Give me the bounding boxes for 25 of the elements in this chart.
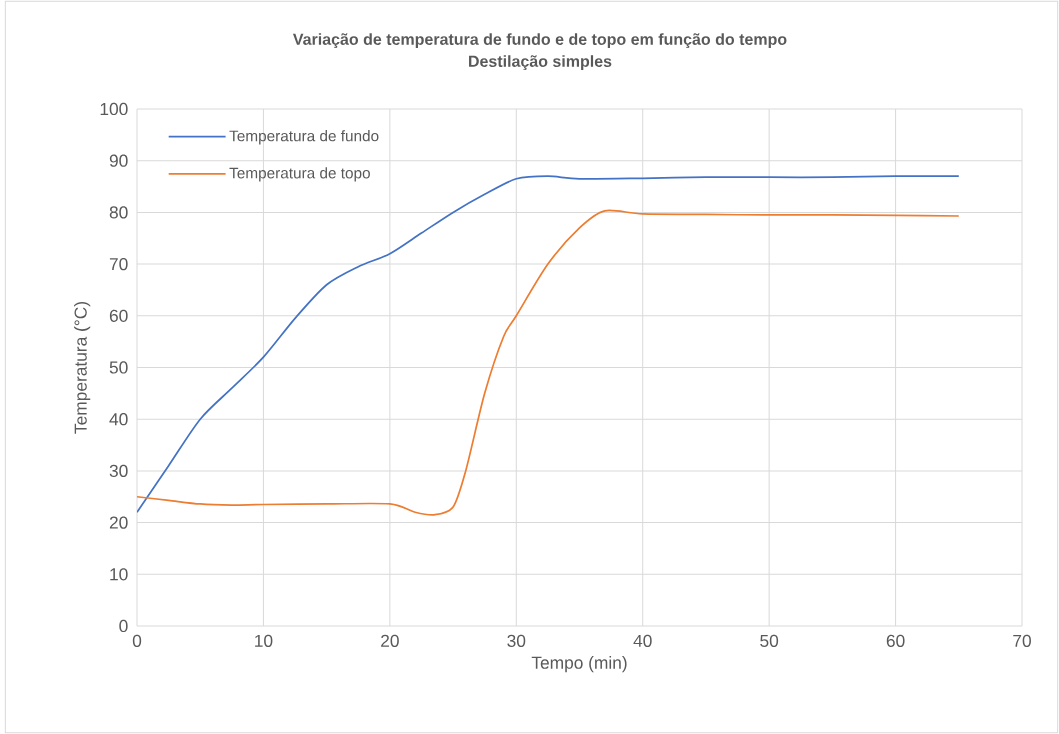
y-tick-label: 40 [109,413,128,426]
y-tick-label: 100 [100,102,128,116]
y-tick-label: 20 [109,516,128,529]
x-tick-label: 10 [255,634,273,647]
y-tick-label: 30 [109,464,128,478]
y-tick-label: 90 [109,154,128,167]
x-tick-label: 60 [886,634,905,647]
x-tick-label: 50 [760,634,779,647]
legend-label: Temperatura de fundo [229,130,379,145]
y-tick-label: 0 [119,619,128,633]
chart-subtitle: Destilação simples [469,55,612,71]
legend-label: Temperatura de topo [229,167,370,182]
x-tick-label: 30 [507,634,526,647]
y-tick-label: 10 [110,568,128,581]
x-tick-label: 20 [381,634,399,647]
chart-title: Variação de temperatura de fundo e de topo em função do tempo [292,33,787,49]
y-tick-label: 60 [109,309,128,322]
x-axis-title: Tempo (min) [531,656,627,673]
x-tick-label: 40 [633,634,652,647]
y-tick-label: 50 [109,361,128,374]
y-tick-label: 70 [109,257,128,271]
y-tick-label: 80 [109,206,128,219]
x-tick-label: 0 [132,634,142,647]
y-axis-title: Temperatura (°C) [74,302,91,434]
x-tick-label: 70 [1013,634,1031,647]
